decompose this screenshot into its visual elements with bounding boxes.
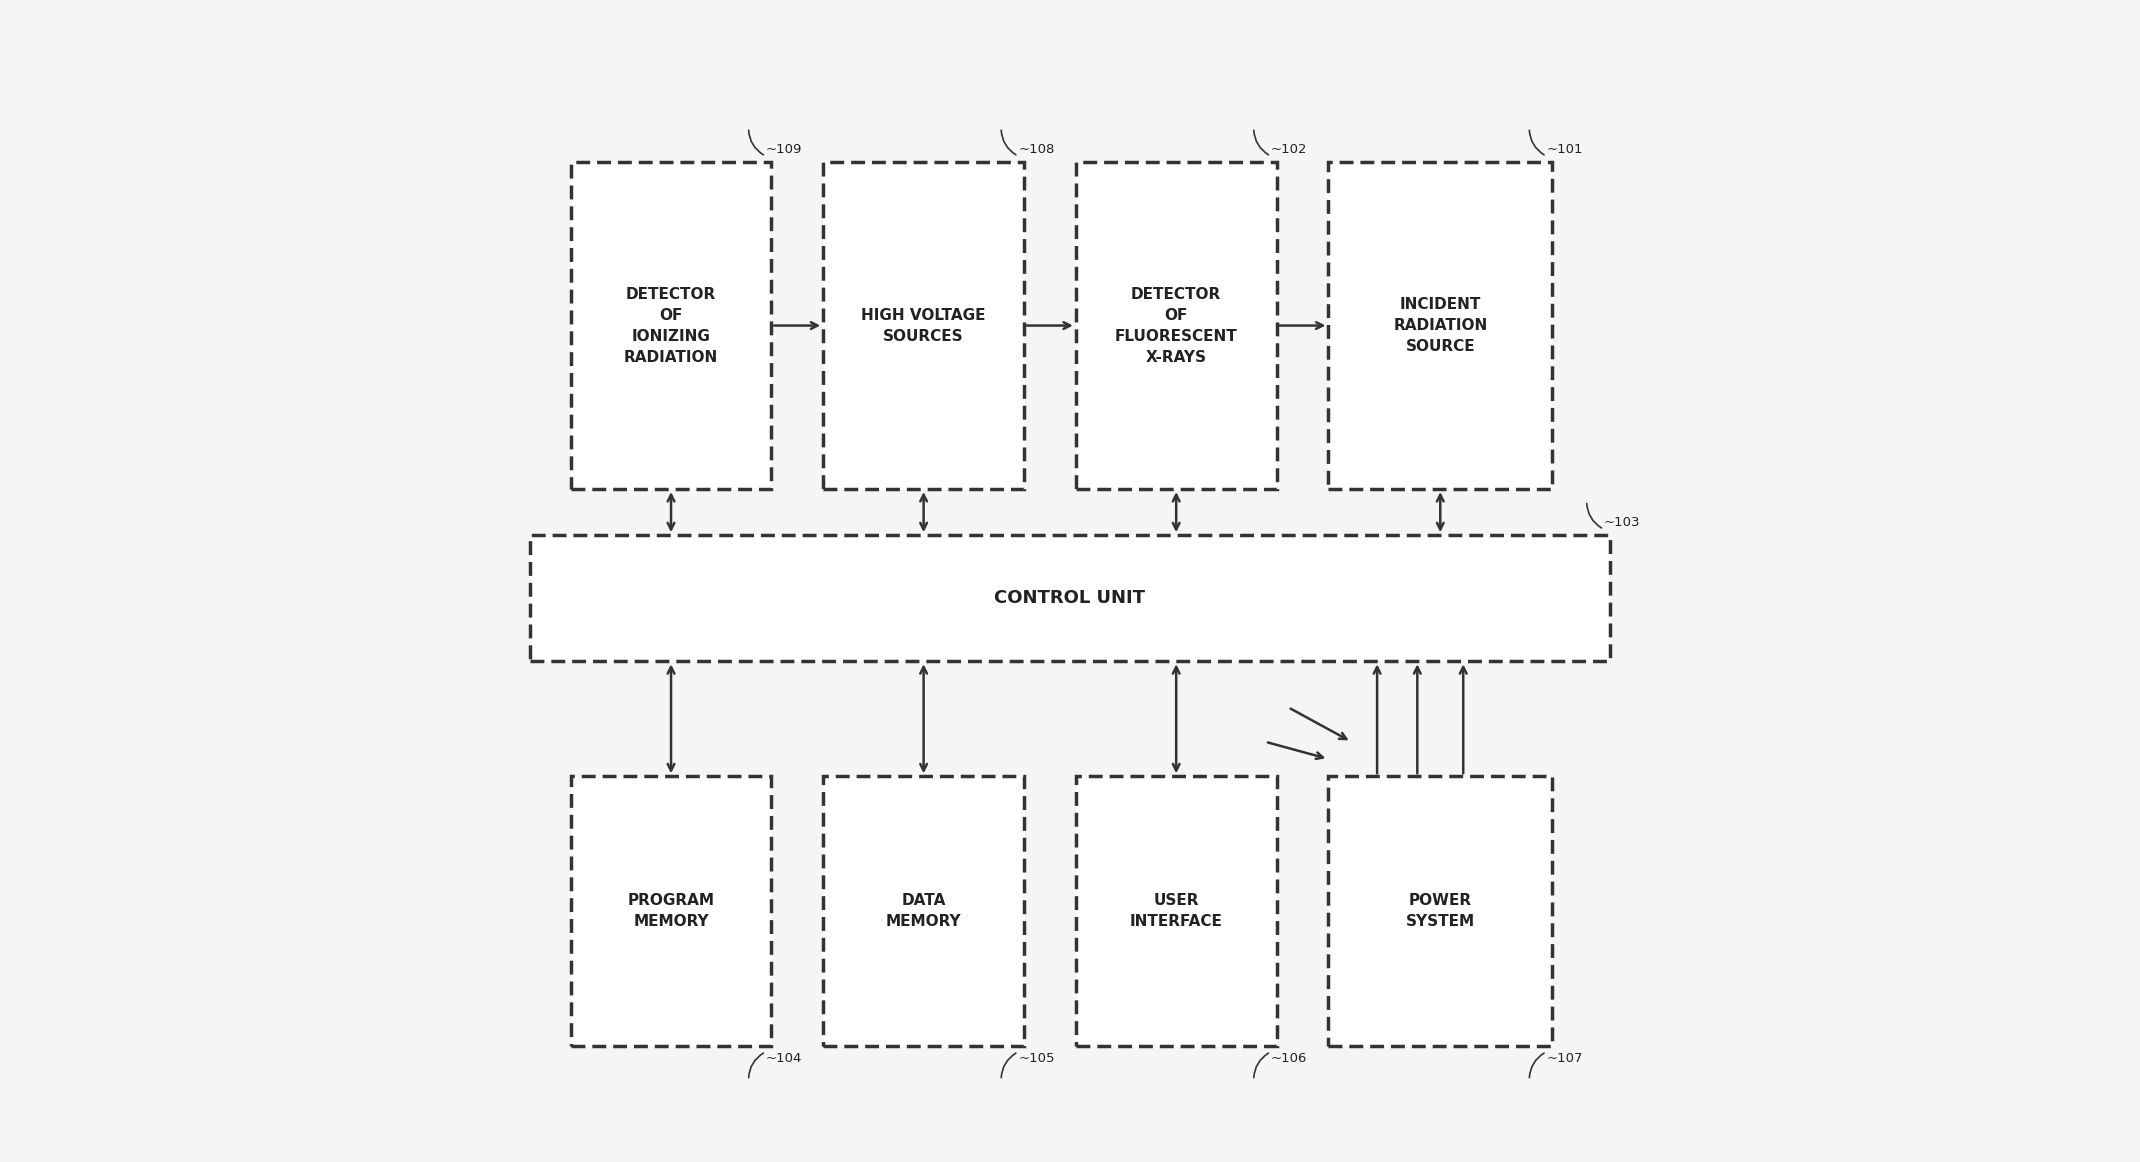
Text: ~107: ~107 (1547, 1052, 1584, 1064)
FancyBboxPatch shape (1076, 162, 1278, 489)
Text: PROGRAM
MEMORY: PROGRAM MEMORY (627, 894, 715, 930)
Text: DETECTOR
OF
IONIZING
RADIATION: DETECTOR OF IONIZING RADIATION (625, 287, 719, 365)
Text: ~105: ~105 (1019, 1052, 1055, 1064)
Text: ~108: ~108 (1019, 143, 1055, 156)
FancyBboxPatch shape (824, 162, 1025, 489)
Text: ~103: ~103 (1603, 516, 1641, 530)
Text: ~104: ~104 (766, 1052, 802, 1064)
FancyBboxPatch shape (1329, 162, 1552, 489)
Text: INCIDENT
RADIATION
SOURCE: INCIDENT RADIATION SOURCE (1393, 297, 1487, 354)
Text: DETECTOR
OF
FLUORESCENT
X-RAYS: DETECTOR OF FLUORESCENT X-RAYS (1115, 287, 1237, 365)
Text: ~106: ~106 (1271, 1052, 1308, 1064)
FancyBboxPatch shape (1329, 776, 1552, 1046)
Text: ~109: ~109 (766, 143, 802, 156)
Text: HIGH VOLTAGE
SOURCES: HIGH VOLTAGE SOURCES (862, 308, 987, 344)
Text: CONTROL UNIT: CONTROL UNIT (995, 589, 1145, 608)
Text: USER
INTERFACE: USER INTERFACE (1130, 894, 1222, 930)
Text: ~102: ~102 (1271, 143, 1308, 156)
Text: ~101: ~101 (1547, 143, 1584, 156)
Text: DATA
MEMORY: DATA MEMORY (886, 894, 961, 930)
Text: POWER
SYSTEM: POWER SYSTEM (1406, 894, 1474, 930)
FancyBboxPatch shape (571, 162, 773, 489)
FancyBboxPatch shape (1076, 776, 1278, 1046)
FancyBboxPatch shape (571, 776, 773, 1046)
FancyBboxPatch shape (531, 535, 1609, 661)
FancyBboxPatch shape (824, 776, 1025, 1046)
